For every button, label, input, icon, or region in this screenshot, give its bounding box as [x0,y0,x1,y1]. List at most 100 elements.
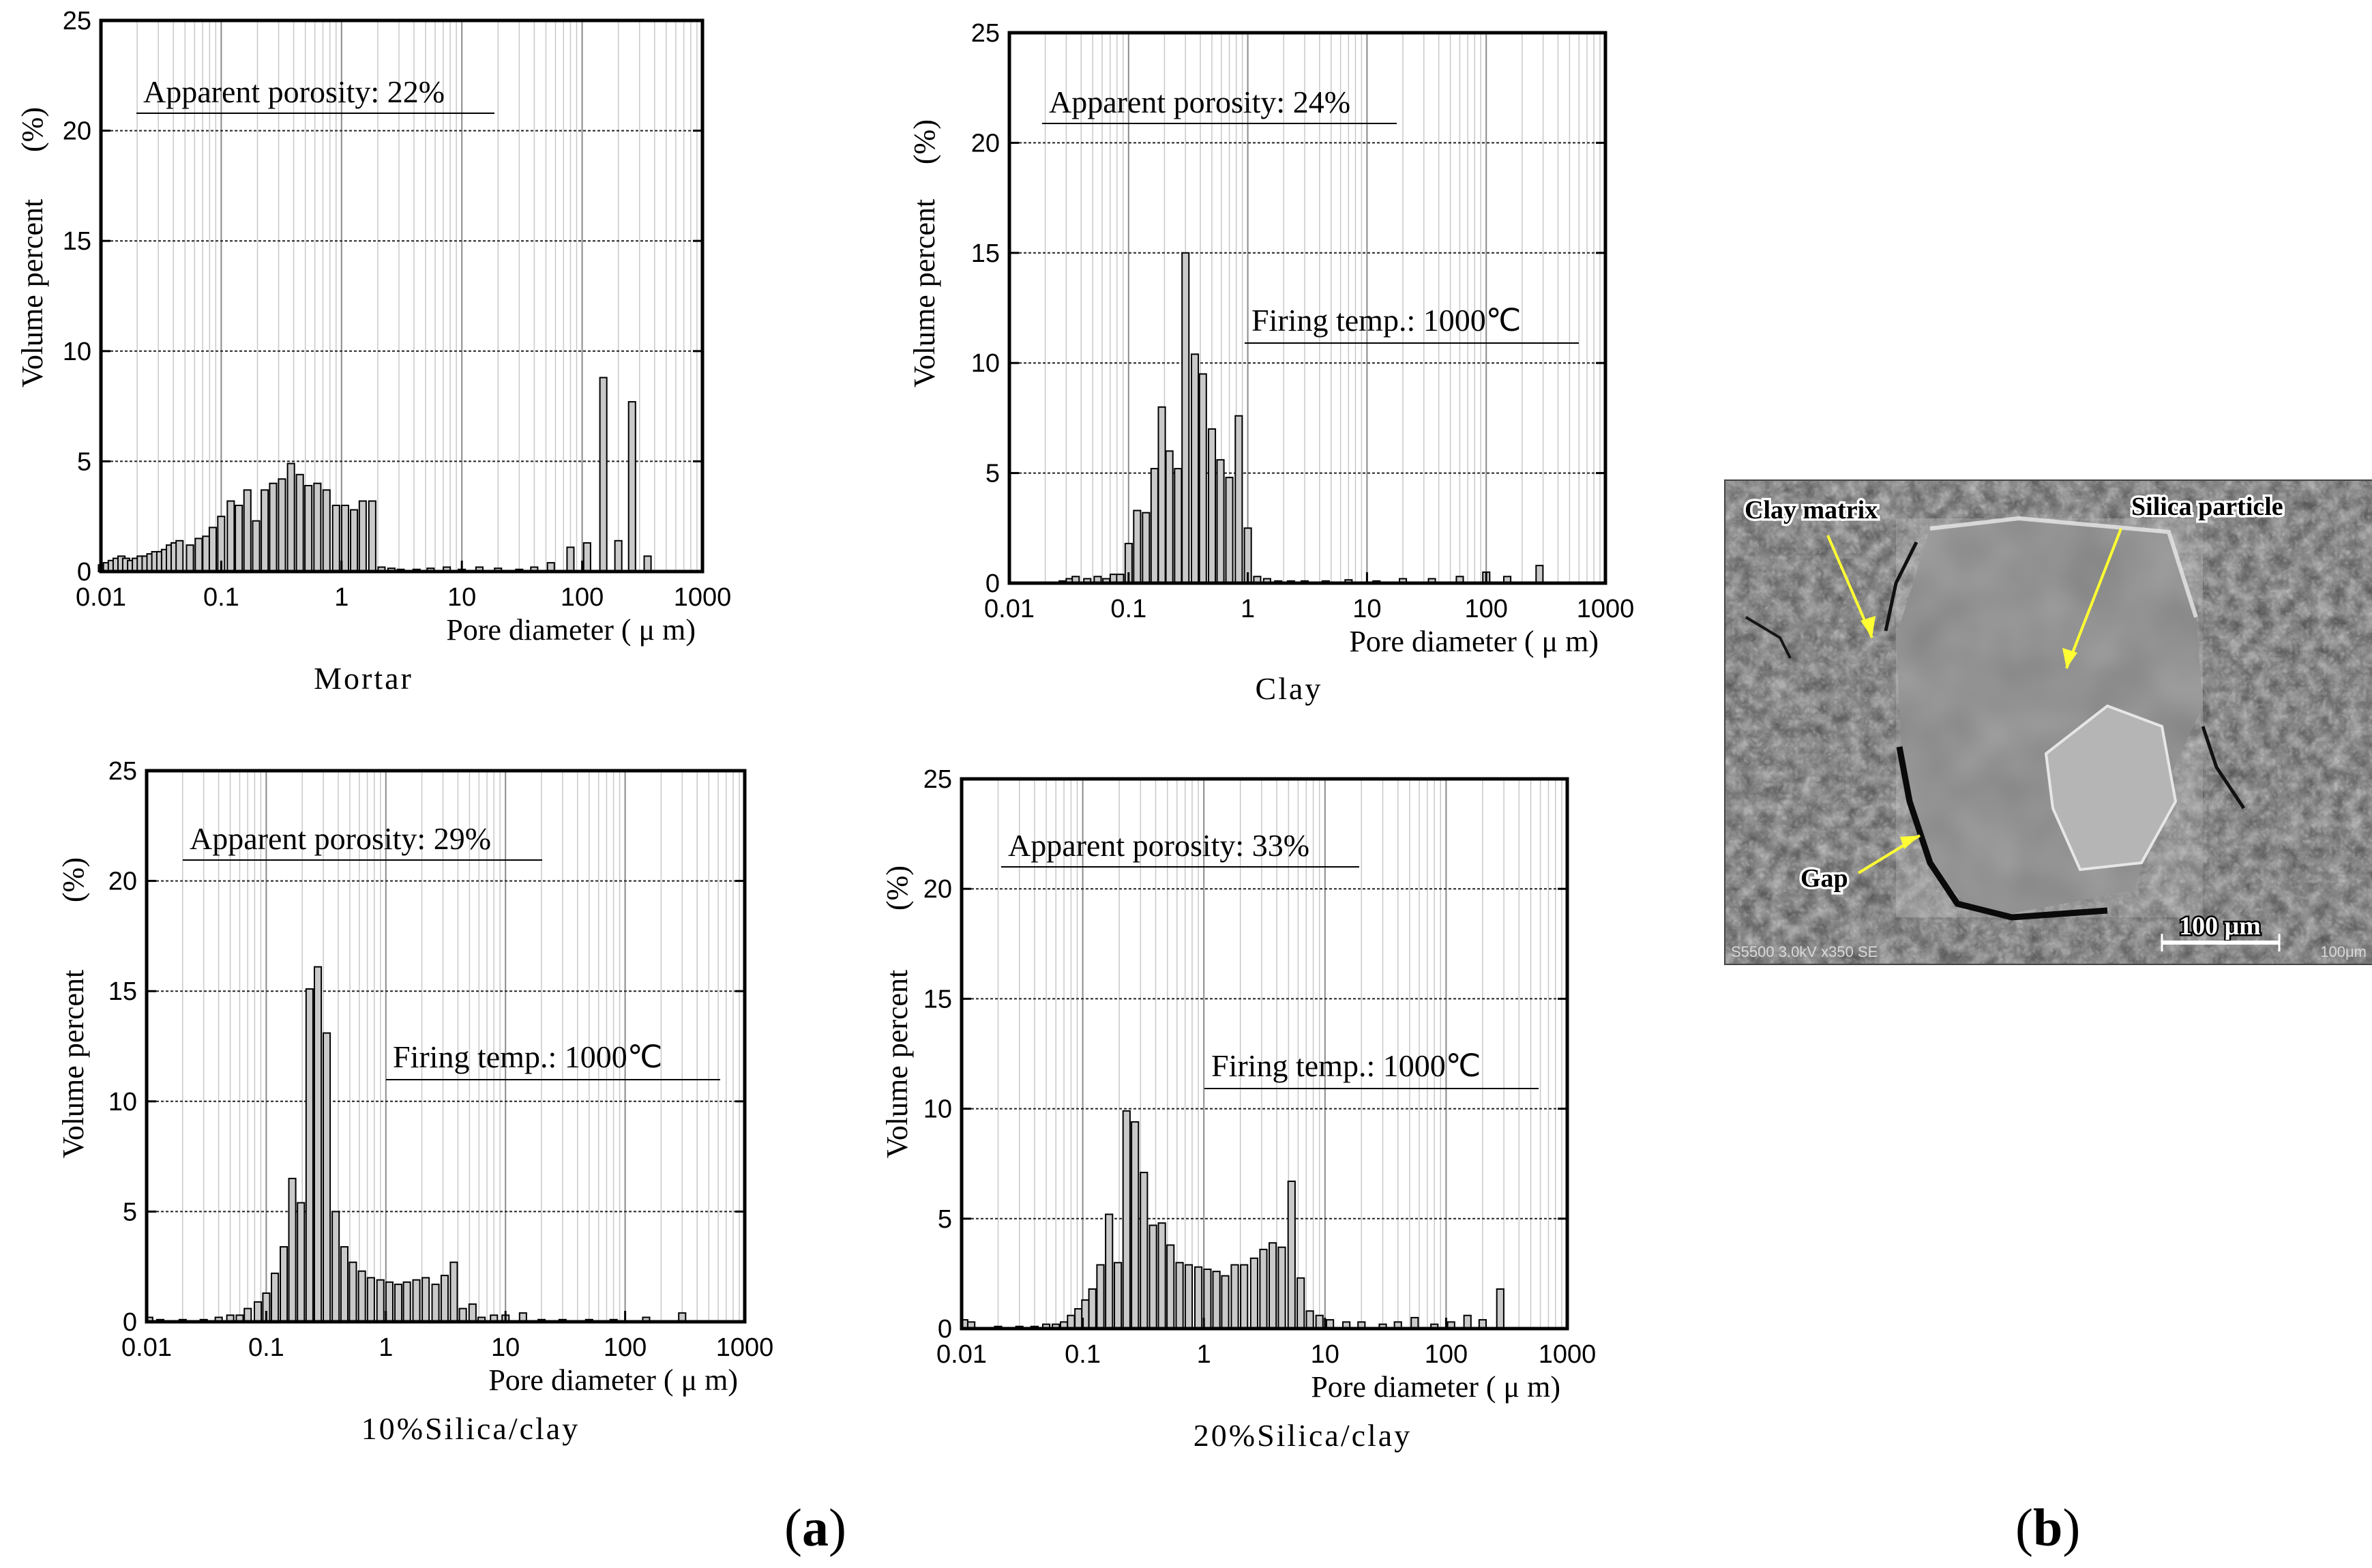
x-tick-label: 10 [1311,1340,1339,1369]
y-tick-label: 0 [77,558,91,587]
y-tick-label: 25 [923,765,952,794]
panel-label-b: (b) [2015,1497,2080,1558]
chart-title: 20%Silica/clay [1194,1418,1412,1453]
sem-micrograph: Clay matrix Silica particle Gap 100 μm S [1724,479,2372,965]
panel-label-a: (a) [784,1497,846,1558]
bar [358,500,367,572]
bar [1234,415,1243,585]
silica-crystal-facet [2044,704,2178,872]
bar [297,1202,306,1322]
bar [1150,468,1159,584]
chart-title: Mortar [314,661,413,696]
bar [288,1177,297,1323]
gap-crack-secondary [1884,541,1918,632]
y-tick-label: 5 [77,447,91,476]
y-tick-label: 25 [971,19,1000,48]
bar [226,500,235,572]
bar [1249,1257,1259,1330]
gap-label: Gap [1800,864,1848,893]
bar [1142,512,1151,585]
bar [1269,1242,1277,1330]
x-tick-label: 0.1 [248,1333,284,1362]
bar [1216,459,1225,585]
y-tick-label: 20 [108,868,137,896]
bar [1165,450,1174,584]
bar [1157,406,1166,584]
x-tick-label: 1000 [674,583,732,612]
bar [1208,428,1217,584]
bar [1463,1314,1472,1329]
x-tick-label: 1 [1241,595,1255,623]
y-axis-label: Volume percent [880,970,914,1159]
bar [1184,1264,1194,1329]
plot-frame [960,777,1569,1331]
gap-crack [1896,746,2108,921]
bar [202,535,211,572]
bar [1191,353,1200,584]
x-tick-label: 0.01 [76,583,126,612]
porosity-annotation: Apparent porosity: 24% [1049,85,1350,119]
bar [1212,1271,1221,1329]
scale-bar: 100 μm [2161,911,2281,951]
bar [331,505,340,572]
bar [254,1301,263,1323]
bar [582,542,591,572]
bar [458,1307,467,1322]
bar [566,546,575,573]
y-tick-label: 15 [923,985,952,1014]
bar [1496,1288,1504,1329]
bar [349,1261,357,1322]
y-axis-unit: (%) [16,107,49,152]
bar [1181,252,1190,584]
label-clay-matrix: Clay matrix [1743,494,1880,638]
bar [1122,1110,1131,1330]
porosity-annotation: Apparent porosity: 29% [190,821,491,856]
paren-close: ) [828,1498,846,1557]
bar [340,505,349,572]
bar [208,527,217,573]
x-tick-label: 10 [491,1333,520,1362]
bar [357,1270,366,1322]
bar [323,1032,331,1322]
x-axis-label: Pore diameter ( μ m) [488,1363,738,1397]
bar [1230,1264,1239,1329]
y-axis-unit: (%) [880,866,914,911]
bar [331,1211,340,1323]
x-tick-label: 0.01 [121,1333,172,1362]
y-tick-label: 15 [971,239,1000,268]
bar [186,544,194,573]
bar [1198,373,1207,584]
bar [243,1307,252,1322]
y-tick-label: 5 [938,1205,952,1234]
x-tick-label: 0.01 [936,1340,987,1369]
bar [1296,1277,1305,1330]
bar [1114,1262,1123,1330]
chart-title: Clay [1256,671,1323,706]
x-tick-label: 1000 [1539,1340,1597,1369]
bar [1088,1288,1097,1329]
panel-letter-a: a [801,1498,829,1557]
firing-temp-annotation: Firing temp.: 1000℃ [1211,1048,1481,1083]
bar [280,1246,288,1322]
bar [175,539,184,572]
y-tick-label: 20 [923,875,952,904]
bar [1535,565,1544,585]
y-tick-label: 20 [63,117,91,146]
bar [1194,1266,1203,1329]
bar [350,509,359,572]
y-tick-label: 25 [63,7,91,35]
bar [643,555,652,573]
y-tick-label: 10 [63,338,91,366]
y-tick-label: 0 [985,569,1000,598]
y-tick-label: 5 [985,460,1000,488]
paren-close: ) [2062,1498,2081,1557]
y-tick-label: 10 [971,349,1000,378]
scale-bar-label: 100 μm [2179,912,2261,941]
sem-footer-left: S5500 3.0kV x350 SE [1731,943,1878,960]
bar [252,520,261,573]
bar [1175,1262,1184,1330]
bar [468,1303,477,1322]
bar [1105,1213,1114,1330]
